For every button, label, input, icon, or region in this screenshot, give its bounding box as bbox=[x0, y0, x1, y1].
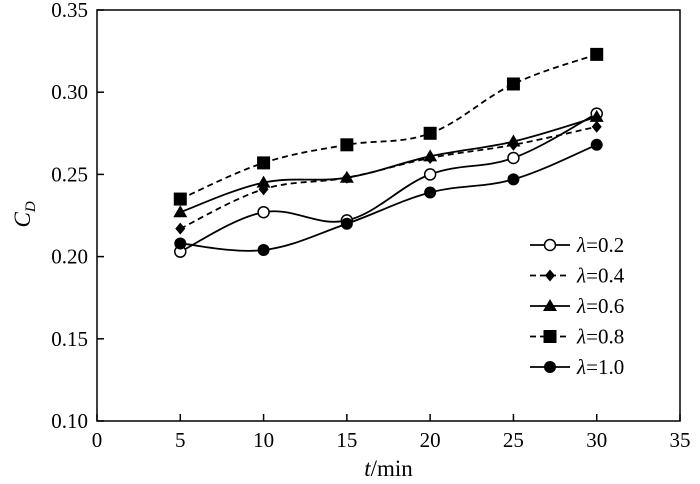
data-point bbox=[257, 156, 271, 170]
x-tick-label: 15 bbox=[336, 428, 357, 452]
legend-item: λ=1.0 bbox=[530, 355, 624, 379]
data-point bbox=[507, 173, 520, 186]
legend-label: λ=0.6 bbox=[576, 294, 624, 318]
data-point bbox=[506, 77, 520, 91]
data-point bbox=[590, 47, 604, 61]
data-point bbox=[424, 186, 437, 199]
y-axis-title-main: C bbox=[10, 212, 35, 228]
y-axis-title: CD bbox=[10, 201, 39, 227]
legend-label-symbol: λ bbox=[576, 325, 586, 349]
data-point bbox=[339, 170, 354, 183]
legend-label-value: =0.8 bbox=[586, 325, 624, 349]
series-1 bbox=[174, 107, 603, 258]
legend-marker bbox=[544, 361, 556, 373]
legend-label-symbol: λ bbox=[576, 355, 586, 379]
legend-label-value: =0.2 bbox=[586, 233, 624, 257]
legend-label-value: =1.0 bbox=[586, 355, 624, 379]
x-tick-label: 20 bbox=[420, 428, 441, 452]
legend-marker bbox=[543, 299, 557, 311]
legend-label: λ=1.0 bbox=[576, 355, 624, 379]
series-line bbox=[179, 112, 598, 253]
y-tick-label: 0.20 bbox=[51, 245, 88, 269]
y-tick-label: 0.25 bbox=[51, 162, 88, 186]
y-tick-label: 0.15 bbox=[51, 327, 88, 351]
legend-label: λ=0.8 bbox=[576, 325, 624, 349]
x-tick-label: 25 bbox=[503, 428, 524, 452]
x-tick-label: 5 bbox=[175, 428, 186, 452]
legend: λ=0.2λ=0.4λ=0.6λ=0.8λ=1.0 bbox=[530, 233, 625, 379]
series-5 bbox=[174, 138, 603, 257]
data-point bbox=[173, 192, 187, 206]
legend-label-value: =0.4 bbox=[586, 264, 625, 288]
legend-marker bbox=[543, 330, 557, 343]
x-axis: 0 5 10 15 20 25 30 35 bbox=[92, 414, 691, 452]
data-point bbox=[591, 120, 602, 133]
data-point bbox=[175, 222, 186, 235]
plot-border bbox=[96, 9, 681, 422]
data-point bbox=[590, 138, 603, 151]
series-line bbox=[179, 115, 597, 214]
x-axis-title: t/min bbox=[364, 456, 413, 481]
data-point bbox=[423, 168, 437, 181]
legend-label: λ=0.4 bbox=[576, 264, 625, 288]
data-point bbox=[506, 134, 521, 147]
y-tick-label: 0.10 bbox=[51, 409, 88, 433]
data-point bbox=[340, 138, 354, 152]
series-3 bbox=[173, 109, 604, 218]
legend-label-symbol: λ bbox=[576, 294, 586, 318]
legend-item: λ=0.8 bbox=[530, 325, 624, 349]
data-point bbox=[507, 151, 520, 165]
series-line bbox=[180, 143, 598, 252]
x-tick-label: 35 bbox=[670, 428, 691, 452]
y-axis-title-subscript: D bbox=[23, 201, 39, 213]
legend-label-value: =0.6 bbox=[586, 294, 624, 318]
data-point bbox=[257, 244, 270, 257]
legend-marker bbox=[543, 238, 557, 252]
data-point bbox=[174, 237, 187, 250]
x-axis-title-variable: t bbox=[364, 456, 371, 481]
legend-item: λ=0.6 bbox=[530, 294, 624, 318]
series-2 bbox=[175, 120, 602, 235]
data-point bbox=[256, 175, 271, 188]
series-line bbox=[179, 53, 598, 200]
data-point bbox=[423, 149, 438, 162]
x-tick-label: 30 bbox=[586, 428, 607, 452]
legend-label-symbol: λ bbox=[576, 233, 586, 257]
legend-marker bbox=[545, 269, 555, 282]
plot-area bbox=[96, 9, 681, 422]
x-axis-title-unit: /min bbox=[371, 456, 414, 481]
legend-item: λ=0.2 bbox=[530, 233, 624, 257]
data-point bbox=[173, 205, 188, 218]
series-4 bbox=[173, 47, 604, 206]
data-point bbox=[257, 205, 270, 219]
data-point bbox=[340, 217, 353, 230]
data-point bbox=[423, 126, 437, 140]
x-tick-label: 10 bbox=[253, 428, 274, 452]
x-tick-label: 0 bbox=[92, 428, 103, 452]
y-tick-label: 0.35 bbox=[51, 0, 88, 22]
legend-label-symbol: λ bbox=[576, 264, 586, 288]
y-tick-label: 0.30 bbox=[51, 80, 88, 104]
y-axis: 0.10 0.15 0.20 0.25 0.30 0.35 bbox=[51, 0, 104, 433]
series-layer bbox=[173, 47, 604, 258]
data-point bbox=[589, 109, 604, 122]
legend-label: λ=0.2 bbox=[576, 233, 624, 257]
legend-item: λ=0.4 bbox=[530, 264, 625, 288]
series-line bbox=[179, 125, 597, 230]
